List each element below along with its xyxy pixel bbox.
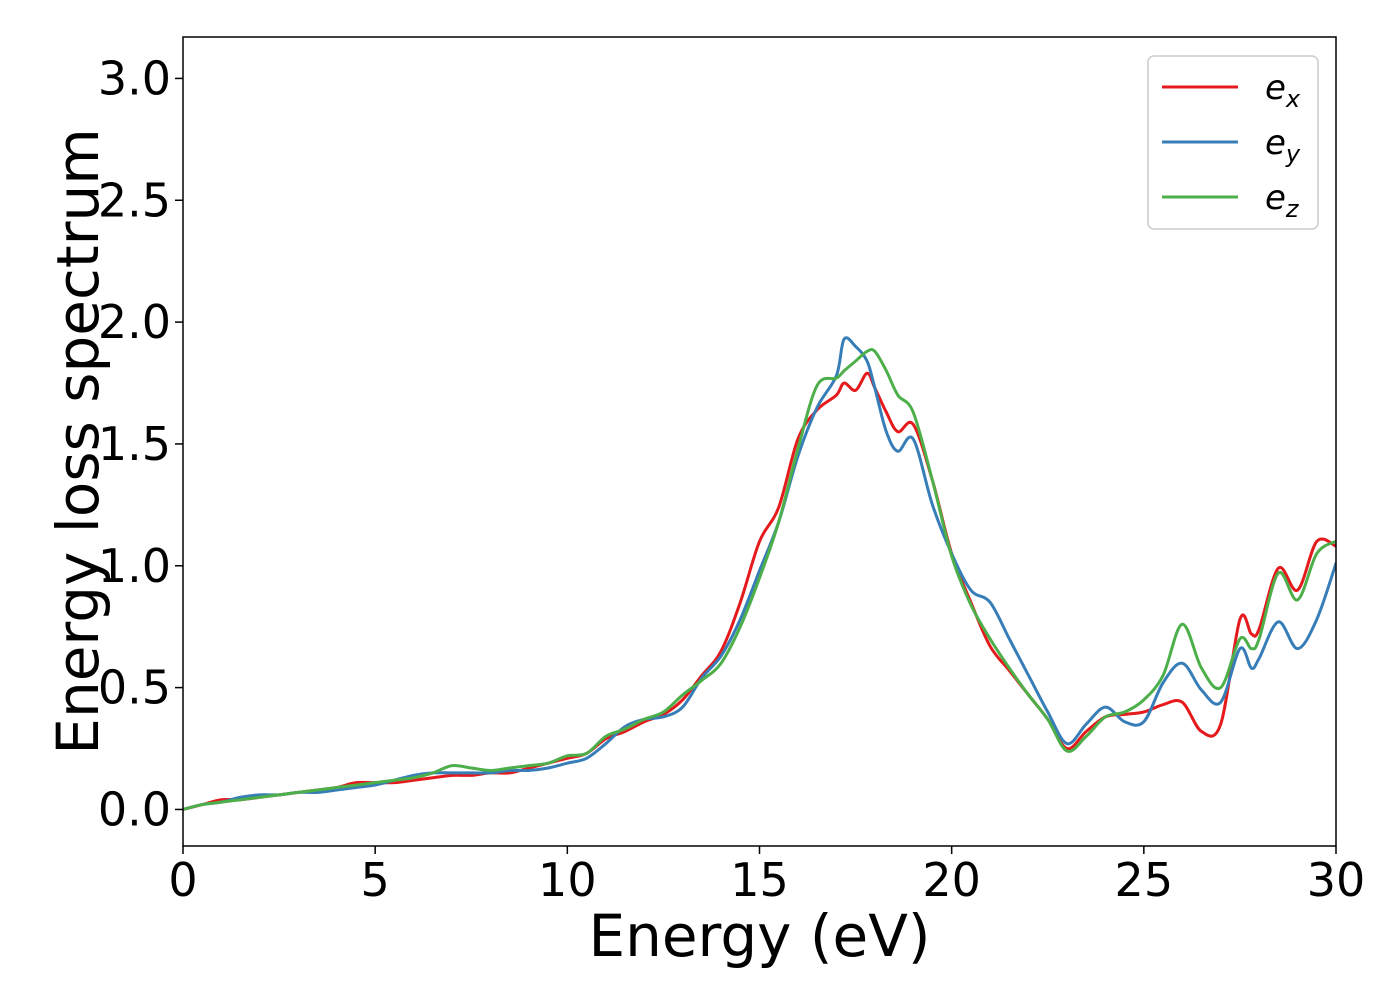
legend-label-base: e <box>1265 68 1286 108</box>
y-tick-label: 2.5 <box>98 173 171 227</box>
x-tick-label: 10 <box>538 853 597 907</box>
legend-label-y: ey <box>1265 123 1301 168</box>
legend-entry-z: ez <box>1162 178 1300 223</box>
y-tick-label: 0.0 <box>98 782 171 836</box>
legend-label-subscript: z <box>1285 195 1300 223</box>
series-line-z <box>183 347 1336 811</box>
legend-entry-x: ex <box>1162 68 1301 113</box>
y-tick-label: 1.0 <box>98 539 171 593</box>
legend-label-base: e <box>1265 123 1286 163</box>
y-tick-label: 3.0 <box>98 51 171 105</box>
x-tick-label: 15 <box>730 853 789 907</box>
x-tick-label: 30 <box>1307 853 1366 907</box>
series-line-x <box>183 371 1336 811</box>
legend-label-subscript: y <box>1285 140 1301 168</box>
y-tick-label: 2.0 <box>98 295 171 349</box>
legend-label-z: ez <box>1265 178 1300 223</box>
y-axis-ticks: 0.0 0.5 1.0 1.5 2.0 2.5 3.0 <box>98 51 183 836</box>
x-tick-label: 20 <box>922 853 981 907</box>
x-tick-label: 5 <box>361 853 390 907</box>
legend-label-x: ex <box>1265 68 1301 113</box>
y-tick-label: 1.5 <box>98 417 171 471</box>
legend-label-subscript: x <box>1285 85 1301 113</box>
y-axis-label: Energy loss spectrum <box>44 128 112 754</box>
legend-entry-y: ey <box>1162 123 1301 168</box>
x-tick-label: 0 <box>168 853 197 907</box>
x-axis-label: Energy (eV) <box>588 902 930 970</box>
x-tick-label: 25 <box>1115 853 1174 907</box>
y-tick-label: 0.5 <box>98 661 171 715</box>
x-axis-ticks: 0 5 10 15 20 25 30 <box>168 846 1365 907</box>
legend-label-base: e <box>1265 178 1286 218</box>
series-layer <box>183 336 1336 811</box>
